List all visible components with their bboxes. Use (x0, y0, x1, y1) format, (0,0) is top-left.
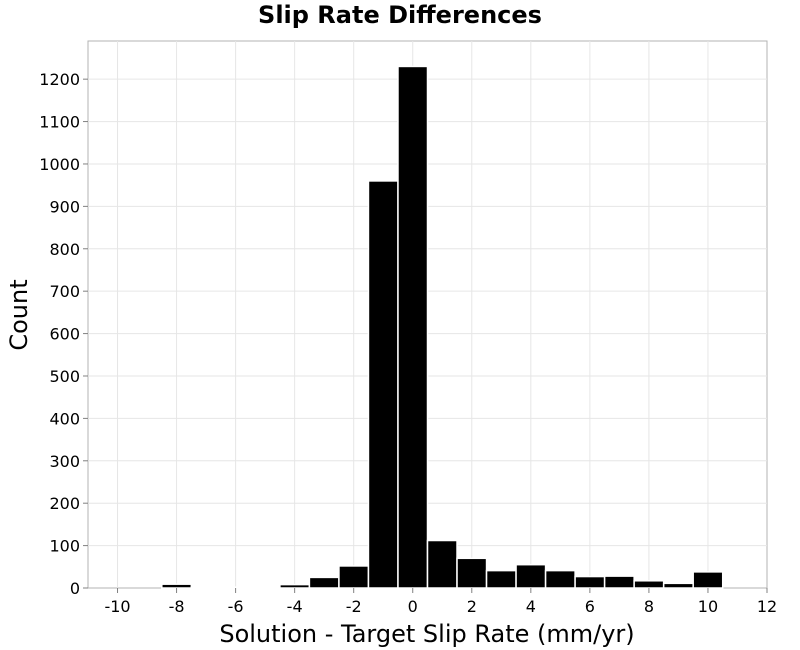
x-tick-label: 0 (408, 597, 418, 616)
y-axis-ticks: 0 100 200 300 400 500 600 700 800 900 1000 1100 1200 (39, 70, 88, 598)
x-axis-ticks: -10 -8 -6 -4 -2 0 2 4 6 8 10 12 (104, 588, 777, 616)
y-axis-label: Count (5, 279, 33, 350)
y-tick-label: 1100 (39, 113, 80, 132)
histogram-bar (633, 580, 665, 589)
histogram-bar (692, 571, 724, 589)
y-tick-label: 600 (49, 325, 80, 344)
histogram-bar (603, 575, 635, 589)
x-tick-label: 2 (467, 597, 477, 616)
x-tick-label: -4 (287, 597, 303, 616)
y-tick-label: 1000 (39, 155, 80, 174)
histogram-bar (456, 557, 488, 589)
y-tick-label: 400 (49, 409, 80, 428)
y-tick-label: 0 (70, 579, 80, 598)
histogram-bar (426, 539, 458, 589)
x-tick-label: -2 (346, 597, 362, 616)
x-tick-label: -8 (169, 597, 185, 616)
histogram-bar (338, 565, 370, 589)
histogram-bar (279, 583, 311, 589)
histogram-bar (485, 569, 517, 589)
histogram-bar (662, 582, 694, 589)
histogram-bar (190, 586, 222, 589)
histogram-bar (544, 569, 576, 589)
x-axis-label: Solution - Target Slip Rate (mm/yr) (219, 620, 634, 648)
histogram-bar (367, 180, 399, 589)
histogram-bars (161, 65, 724, 589)
x-tick-label: 10 (698, 597, 718, 616)
x-tick-label: -6 (228, 597, 244, 616)
y-tick-label: 700 (49, 282, 80, 301)
histogram-bar (574, 575, 606, 589)
histogram-bar (308, 576, 340, 589)
histogram-bar (515, 563, 547, 589)
y-tick-label: 500 (49, 367, 80, 386)
y-tick-label: 300 (49, 452, 80, 471)
x-tick-label: 4 (526, 597, 536, 616)
y-tick-label: 900 (49, 197, 80, 216)
x-tick-label: -10 (104, 597, 130, 616)
chart-title: Slip Rate Differences (258, 1, 542, 29)
x-tick-label: 6 (585, 597, 595, 616)
y-tick-label: 800 (49, 240, 80, 259)
histogram-bar (220, 586, 252, 589)
y-tick-label: 200 (49, 494, 80, 513)
y-tick-label: 1200 (39, 70, 80, 89)
histogram-bar (397, 65, 429, 589)
y-tick-label: 100 (49, 537, 80, 556)
histogram-bar (161, 583, 193, 589)
histogram-bar (249, 585, 281, 589)
x-tick-label: 12 (757, 597, 777, 616)
x-tick-label: 8 (644, 597, 654, 616)
